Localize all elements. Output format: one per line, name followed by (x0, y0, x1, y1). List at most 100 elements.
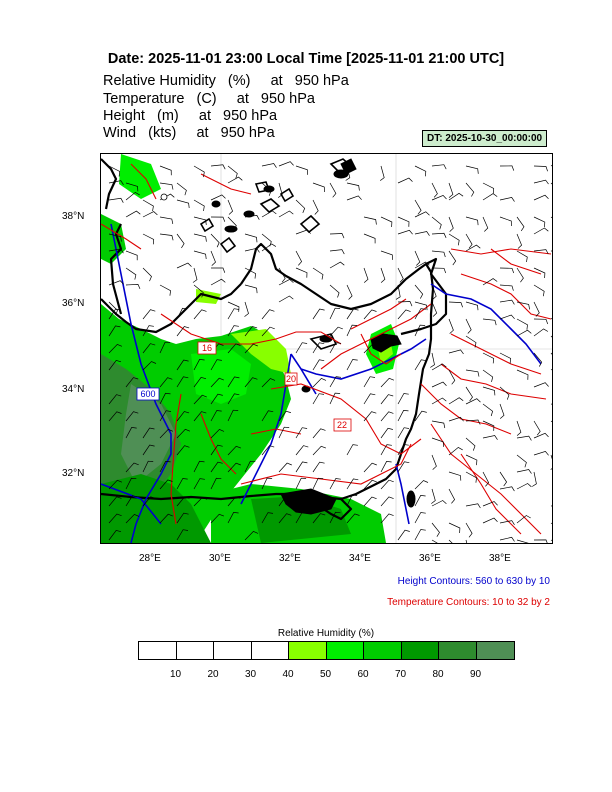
wind-barb (244, 284, 258, 294)
wind-barb (193, 233, 207, 242)
wind-barb (125, 182, 139, 192)
wind-barb (414, 231, 430, 236)
wind-barb (448, 192, 464, 201)
wind-barb (176, 326, 190, 337)
wind-barb (397, 444, 409, 456)
colorbar-label: 90 (469, 669, 482, 680)
wind-barb (312, 267, 324, 280)
wind-barb (159, 479, 173, 490)
wind-barb (380, 461, 392, 473)
wind-barb (295, 427, 308, 439)
wind-barb (108, 301, 118, 316)
wind-barb (363, 411, 377, 422)
wind-barb (159, 428, 174, 439)
wind-barb (414, 250, 421, 266)
wind-barb (448, 182, 454, 198)
wind-barb (499, 267, 515, 274)
height-contours (101, 223, 542, 543)
wind-barb (414, 495, 426, 507)
wind-barb (550, 368, 552, 371)
wind-barb (125, 377, 139, 388)
wind-barb (108, 180, 124, 185)
colorbar-label: 70 (394, 669, 407, 680)
wind-barb (516, 435, 532, 441)
wind-barb (227, 199, 234, 215)
wind-barb (380, 513, 394, 524)
wind-barb (431, 182, 438, 198)
wind-barb (227, 376, 240, 388)
wind-barb (176, 307, 188, 320)
wind-barb (414, 512, 426, 524)
wind-barb (244, 301, 249, 317)
wind-barb (346, 494, 358, 507)
wind-barb (414, 480, 429, 490)
wind-barb (431, 539, 438, 543)
wind-barb (533, 318, 549, 325)
wind-barb (550, 352, 552, 355)
wind-barb (142, 211, 158, 218)
wind-barb (550, 522, 552, 525)
wind-barb (380, 427, 393, 439)
wind-barb (533, 450, 549, 456)
wind-barb (261, 326, 275, 337)
wind-barb (448, 369, 456, 385)
wind-barb (295, 461, 308, 473)
wind-barb (482, 278, 498, 286)
wind-barb (261, 210, 277, 218)
wind-barb (533, 382, 549, 388)
wind-barb (192, 267, 198, 283)
wind-barb (533, 267, 546, 279)
wind-barb (244, 247, 260, 253)
wind-barb (482, 517, 498, 524)
wind-barb (448, 539, 453, 543)
wind-barb (380, 394, 394, 405)
wind-barb (244, 377, 258, 388)
wind-barb (210, 477, 222, 490)
wind-barb (499, 197, 515, 202)
wind-barb (380, 496, 394, 507)
wind-barb (346, 513, 360, 524)
wind-barb (176, 411, 190, 422)
wind-barb (380, 216, 393, 228)
wind-barb (142, 444, 155, 456)
wind-barb (329, 182, 337, 198)
wind-barb (533, 328, 549, 337)
wind-barb (278, 210, 294, 218)
wind-barb (550, 539, 552, 541)
wind-barb (125, 267, 137, 280)
wind-barb (465, 182, 475, 197)
wind-barb (295, 250, 303, 266)
colorbar-box (326, 642, 364, 659)
wind-barb (244, 267, 256, 279)
wind-barb (397, 427, 410, 439)
wind-barb (193, 377, 207, 388)
wind-barb (176, 182, 187, 196)
wind-barb (431, 301, 438, 317)
wind-barb (516, 250, 528, 263)
wind-barb (278, 513, 292, 524)
wind-barb (329, 249, 345, 255)
wind-barb (210, 461, 223, 473)
wind-barb (431, 232, 447, 238)
wind-barb (142, 233, 155, 245)
wind-barb (499, 352, 512, 364)
wind-barb (142, 460, 154, 473)
lat-label-36: 36°N (62, 298, 85, 309)
wind-barb (380, 250, 393, 260)
wind-barb (193, 165, 205, 178)
map-title: Date: 2025-11-01 23:00 Local Time [2025-… (107, 51, 505, 67)
wind-barb (380, 444, 392, 456)
wind-barb (261, 512, 274, 524)
wind-barb (397, 216, 410, 227)
wind-barb (176, 359, 189, 371)
lon-label-32: 32°E (279, 553, 301, 564)
wind-barb (499, 216, 512, 227)
wind-barb (142, 361, 157, 371)
wind-barb (193, 478, 205, 490)
temp-contour-label-16: 16 (202, 343, 212, 353)
wind-barb (346, 444, 358, 456)
wind-barb (516, 539, 529, 543)
wind-barb (142, 343, 156, 354)
wind-barb (516, 233, 523, 249)
weather-map: 600 16 20 22 (101, 154, 552, 543)
